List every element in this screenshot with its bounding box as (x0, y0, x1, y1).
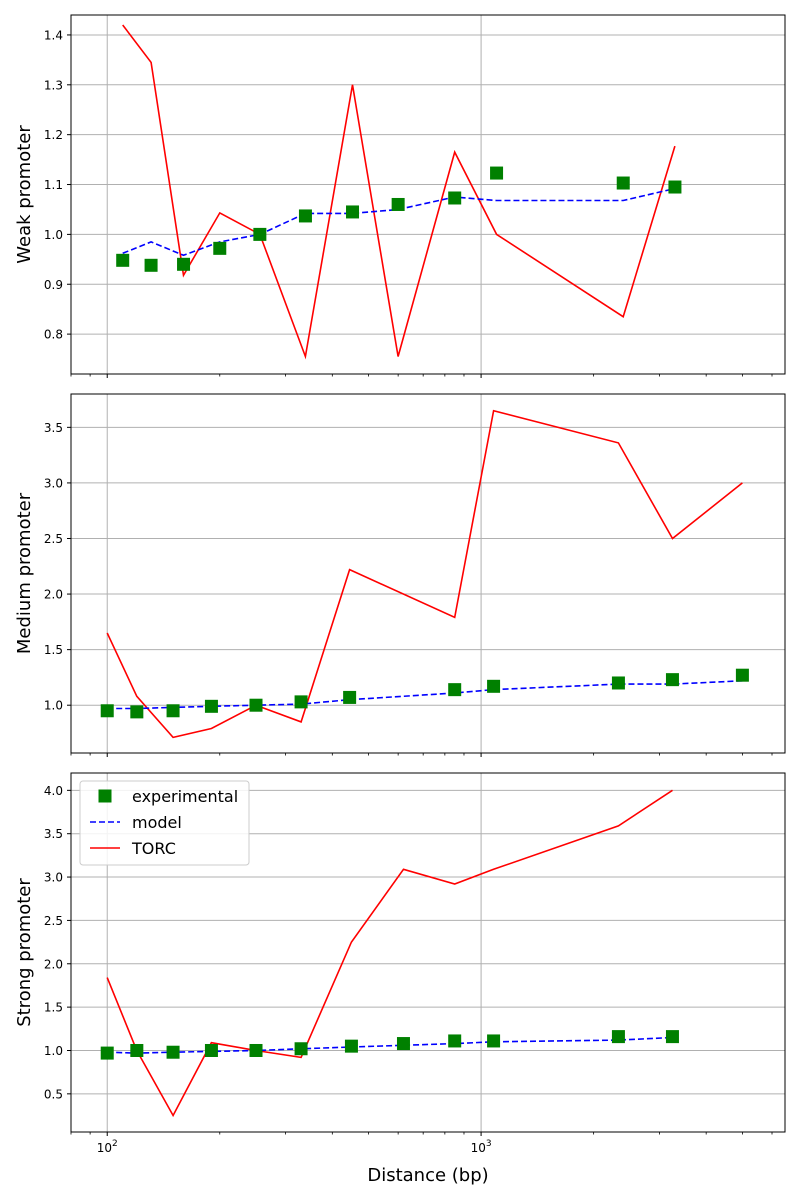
experimental-marker (298, 209, 312, 223)
experimental-marker (448, 191, 462, 205)
panel-2: 1.0 1.5 2.0 2.5 3.0 3.5 Medium promoter (14, 393, 786, 757)
experimental-marker (668, 180, 682, 194)
experimental-marker (294, 695, 308, 709)
y-tick-label: 1.5 (44, 643, 63, 657)
legend-frame (79, 780, 250, 866)
axes-frame (70, 14, 786, 375)
y-axis-label: Strong promoter (14, 878, 35, 1027)
experimental-marker (100, 1046, 114, 1060)
y-tick-label: 0.8 (44, 328, 63, 342)
axes-frame (70, 393, 786, 754)
experimental-marker (616, 176, 630, 190)
plot-area (100, 789, 679, 1118)
experimental-marker (249, 698, 263, 712)
experimental-marker (204, 699, 218, 713)
experimental-marker (611, 1030, 625, 1044)
model-series-line (122, 187, 676, 257)
y-tick-label: 1.0 (44, 228, 63, 242)
legend: experimental model TORC (79, 780, 250, 866)
experimental-marker (144, 258, 158, 272)
y-tick-label: 2.5 (44, 532, 63, 546)
experimental-marker (213, 241, 227, 255)
y-tick-label: 1.2 (44, 128, 63, 142)
model-series-line (107, 680, 743, 710)
y-tick-label: 0.9 (44, 278, 63, 292)
experimental-marker (665, 673, 679, 687)
legend-label: experimental (132, 787, 238, 806)
experimental-marker (116, 253, 130, 267)
y-tick-label: 1.0 (44, 1044, 63, 1058)
experimental-marker (100, 704, 114, 718)
experimental-marker (343, 690, 357, 704)
y-tick-label: 3.0 (44, 871, 63, 885)
experimental-marker (448, 1034, 462, 1048)
experimental-marker (130, 705, 144, 719)
y-tick-label: 1.3 (44, 78, 63, 92)
experimental-marker (665, 1030, 679, 1044)
y-tick-label: 3.5 (44, 421, 63, 435)
panel-3: 0.5 1.0 1.5 2.0 2.5 3.0 3.5 4.0 102 103 Strong pro… (14, 772, 786, 1155)
experimental-marker (490, 166, 504, 180)
legend-experimental-marker (98, 789, 112, 803)
x-tick-label: 102 (97, 1139, 118, 1155)
y-tick-label: 1.5 (44, 1001, 63, 1015)
experimental-marker (294, 1042, 308, 1056)
experimental-marker (448, 683, 462, 697)
y-tick-label: 2.5 (44, 914, 63, 928)
legend-label: TORC (131, 839, 176, 858)
plot-area (100, 409, 749, 739)
y-axis-label: Weak promoter (14, 125, 35, 264)
experimental-marker (735, 668, 749, 682)
y-tick-label: 3.0 (44, 476, 63, 490)
y-axis-label: Medium promoter (14, 492, 35, 654)
experimental-marker (487, 1034, 501, 1048)
y-tick-label: 1.0 (44, 699, 63, 713)
experimental-marker (611, 676, 625, 690)
experimental-marker (253, 227, 267, 241)
experimental-marker (166, 1045, 180, 1059)
x-axis-label: Distance (bp) (367, 1165, 488, 1186)
torc-series-line (106, 409, 743, 739)
experimental-marker (130, 1043, 144, 1057)
y-tick-label: 2.0 (44, 588, 63, 602)
legend-label: model (132, 813, 182, 832)
experimental-marker (204, 1043, 218, 1057)
experimental-marker (249, 1043, 263, 1057)
panel-1: 0.8 0.9 1.0 1.1 1.2 1.3 1.4 Weak promoter (14, 14, 786, 378)
y-tick-label: 1.4 (44, 28, 63, 42)
torc-series-line (106, 789, 673, 1118)
x-tick-label: 103 (471, 1139, 492, 1155)
experimental-marker (166, 704, 180, 718)
y-tick-label: 3.5 (44, 827, 63, 841)
y-tick-label: 1.1 (44, 178, 63, 192)
experimental-marker (391, 197, 405, 211)
torc-series-line (122, 24, 676, 360)
y-tick-label: 0.5 (44, 1087, 63, 1101)
experimental-marker (177, 257, 191, 271)
plot-area (116, 24, 682, 360)
experimental-marker (346, 205, 360, 219)
axes-frame (70, 772, 786, 1133)
experimental-marker (396, 1037, 410, 1051)
y-tick-label: 2.0 (44, 957, 63, 971)
y-tick-label: 4.0 (44, 784, 63, 798)
experimental-marker (344, 1039, 358, 1053)
experimental-marker (487, 679, 501, 693)
